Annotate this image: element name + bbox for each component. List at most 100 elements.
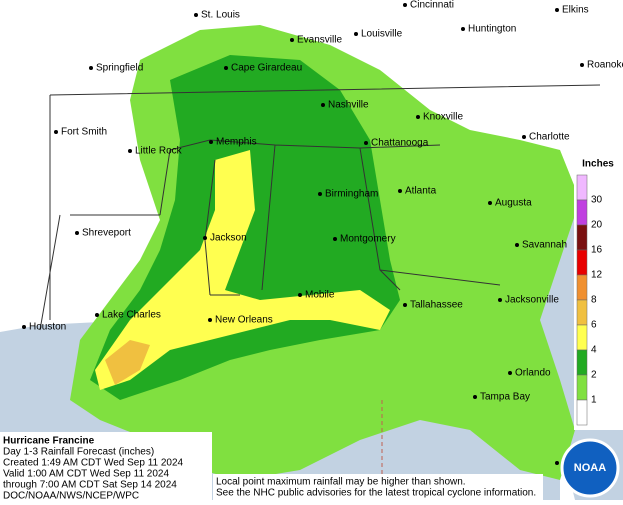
info-line: through 7:00 AM CDT Sat Sep 14 2024 bbox=[3, 480, 177, 491]
city-label: Tallahassee bbox=[410, 300, 463, 311]
legend-label: 8 bbox=[591, 295, 597, 306]
city-dot bbox=[298, 293, 302, 297]
city-label: Memphis bbox=[216, 137, 257, 148]
city-label: Roanoke bbox=[587, 60, 623, 71]
city-dot bbox=[194, 13, 198, 17]
rain-max bbox=[105, 340, 150, 385]
city-dot bbox=[461, 27, 465, 31]
city-label: Augusta bbox=[495, 198, 532, 209]
city-label: Springfield bbox=[96, 63, 143, 74]
legend-title: Inches bbox=[582, 159, 614, 170]
city-label: Orlando bbox=[515, 368, 551, 379]
info-line: Hurricane Francine bbox=[3, 436, 95, 447]
legend-swatch bbox=[576, 349, 588, 376]
info-line: Valid 1:00 AM CDT Wed Sep 11 2024 bbox=[3, 469, 169, 480]
legend: Inches 30 20 16 12 8 6 4 2 1 bbox=[574, 155, 623, 430]
city-label: Jackson bbox=[210, 233, 247, 244]
city-label: Louisville bbox=[361, 29, 403, 40]
city-label: Huntington bbox=[468, 24, 516, 35]
legend-swatch bbox=[576, 324, 588, 351]
logo bbox=[560, 438, 620, 498]
legend-swatch bbox=[576, 174, 588, 201]
city-label: Little Rock bbox=[135, 146, 183, 157]
city-dot bbox=[354, 32, 358, 36]
info-box bbox=[0, 432, 212, 500]
city-dot bbox=[95, 313, 99, 317]
info-line: Created 1:49 AM CDT Wed Sep 11 2024 bbox=[3, 458, 184, 469]
city-layer: St. Louis Cincinnati Elkins Evansville Louis… bbox=[22, 0, 623, 469]
logo-text: NOAA bbox=[574, 462, 606, 474]
city-dot bbox=[318, 192, 322, 196]
note-line: See the NHC public advisories for the la… bbox=[216, 488, 536, 499]
city-label: Knoxville bbox=[423, 112, 463, 123]
city-dot bbox=[209, 140, 213, 144]
legend-swatch bbox=[576, 274, 588, 301]
city-dot bbox=[22, 325, 26, 329]
legend-swatch bbox=[576, 224, 588, 251]
info-line: DOC/NOAA/NWS/NCEP/WPC bbox=[3, 491, 139, 500]
city-label: Fort Smith bbox=[61, 127, 107, 138]
city-label: Elkins bbox=[562, 5, 589, 16]
legend-swatch bbox=[576, 299, 588, 326]
city-dot bbox=[488, 201, 492, 205]
city-dot bbox=[128, 149, 132, 153]
city-dot bbox=[398, 189, 402, 193]
legend-swatch bbox=[576, 199, 588, 226]
city-dot bbox=[333, 237, 337, 241]
legend-label: 20 bbox=[591, 220, 603, 231]
city-label: Birmingham bbox=[325, 189, 378, 200]
city-dot bbox=[290, 38, 294, 42]
city-label: Atlanta bbox=[405, 186, 437, 197]
city-label: Mobile bbox=[305, 290, 335, 301]
city-dot bbox=[208, 318, 212, 322]
city-label: Chattanooga bbox=[371, 138, 429, 149]
legend-label: 4 bbox=[591, 345, 597, 356]
city-dot bbox=[403, 3, 407, 7]
city-dot bbox=[75, 231, 79, 235]
city-dot bbox=[555, 8, 559, 12]
city-label: Nashville bbox=[328, 100, 369, 111]
rain-heavy bbox=[95, 150, 390, 390]
legend-label: 2 bbox=[591, 370, 597, 381]
city-dot bbox=[54, 130, 58, 134]
city-label: Jacksonville bbox=[505, 295, 559, 306]
info-line: Day 1-3 Rainfall Forecast (inches) bbox=[3, 447, 154, 458]
city-label: Lake Charles bbox=[102, 310, 161, 321]
legend-label: 1 bbox=[591, 395, 597, 406]
city-label: Savannah bbox=[522, 240, 567, 251]
city-label: Houston bbox=[29, 322, 66, 333]
legend-swatch bbox=[576, 399, 588, 426]
city-label: New Orleans bbox=[215, 315, 273, 326]
city-dot bbox=[580, 63, 584, 67]
city-dot bbox=[224, 66, 228, 70]
legend-label: 6 bbox=[591, 320, 597, 331]
city-dot bbox=[403, 303, 407, 307]
city-label: Montgomery bbox=[340, 234, 396, 245]
city-dot bbox=[522, 135, 526, 139]
legend-label: 12 bbox=[591, 270, 603, 281]
city-dot bbox=[498, 298, 502, 302]
legend-label: 16 bbox=[591, 245, 603, 256]
city-dot bbox=[473, 395, 477, 399]
city-dot bbox=[508, 371, 512, 375]
legend-swatch bbox=[576, 374, 588, 401]
city-dot bbox=[416, 115, 420, 119]
city-label: Cincinnati bbox=[410, 0, 454, 11]
city-label: Cape Girardeau bbox=[231, 63, 302, 74]
city-dot bbox=[555, 461, 559, 465]
city-label: Shreveport bbox=[82, 228, 131, 239]
city-dot bbox=[364, 141, 368, 145]
city-dot bbox=[515, 243, 519, 247]
city-dot bbox=[89, 66, 93, 70]
city-dot bbox=[203, 236, 207, 240]
city-label: Evansville bbox=[297, 35, 342, 46]
city-label: Charlotte bbox=[529, 132, 570, 143]
note: Local point maximum rainfall may be high… bbox=[216, 477, 536, 499]
city-label: St. Louis bbox=[201, 10, 240, 21]
note-box bbox=[213, 474, 543, 500]
city-dot bbox=[321, 103, 325, 107]
city-label: Tampa Bay bbox=[480, 392, 530, 403]
legend-label: 30 bbox=[591, 195, 603, 206]
